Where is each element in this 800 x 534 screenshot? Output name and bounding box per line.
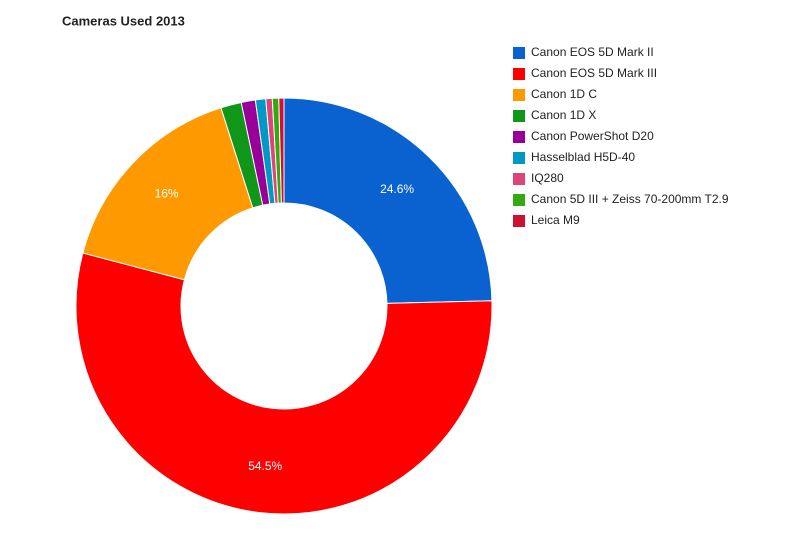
donut-slice	[278, 97, 285, 204]
legend-swatch	[513, 215, 525, 227]
chart-title: Cameras Used 2013	[62, 13, 185, 28]
legend-label: Leica M9	[531, 213, 580, 227]
legend-label: Canon 5D III + Zeiss 70-200mm T2.9	[531, 192, 729, 206]
donut-slice	[75, 252, 493, 515]
legend-label: Canon 1D X	[531, 108, 596, 122]
legend-label: Canon EOS 5D Mark II	[531, 45, 654, 59]
legend-swatch	[513, 68, 525, 80]
legend-label: IQ280	[531, 171, 564, 185]
legend-swatch	[513, 194, 525, 206]
legend-label: Canon EOS 5D Mark III	[531, 66, 657, 80]
value-label: 54.5%	[248, 459, 282, 473]
legend-swatch	[513, 110, 525, 122]
legend-swatch	[513, 131, 525, 143]
legend-swatch	[513, 173, 525, 185]
legend-label: Canon 1D C	[531, 87, 597, 101]
legend-swatch	[513, 47, 525, 59]
legend-label: Canon PowerShot D20	[531, 129, 654, 143]
donut-slice	[82, 107, 254, 281]
donut-slice	[283, 97, 493, 304]
legend-swatch	[513, 152, 525, 164]
value-label: 24.6%	[380, 182, 414, 196]
legend-label: Hasselblad H5D-40	[531, 150, 635, 164]
value-label: 16%	[155, 187, 179, 201]
legend-swatch	[513, 89, 525, 101]
